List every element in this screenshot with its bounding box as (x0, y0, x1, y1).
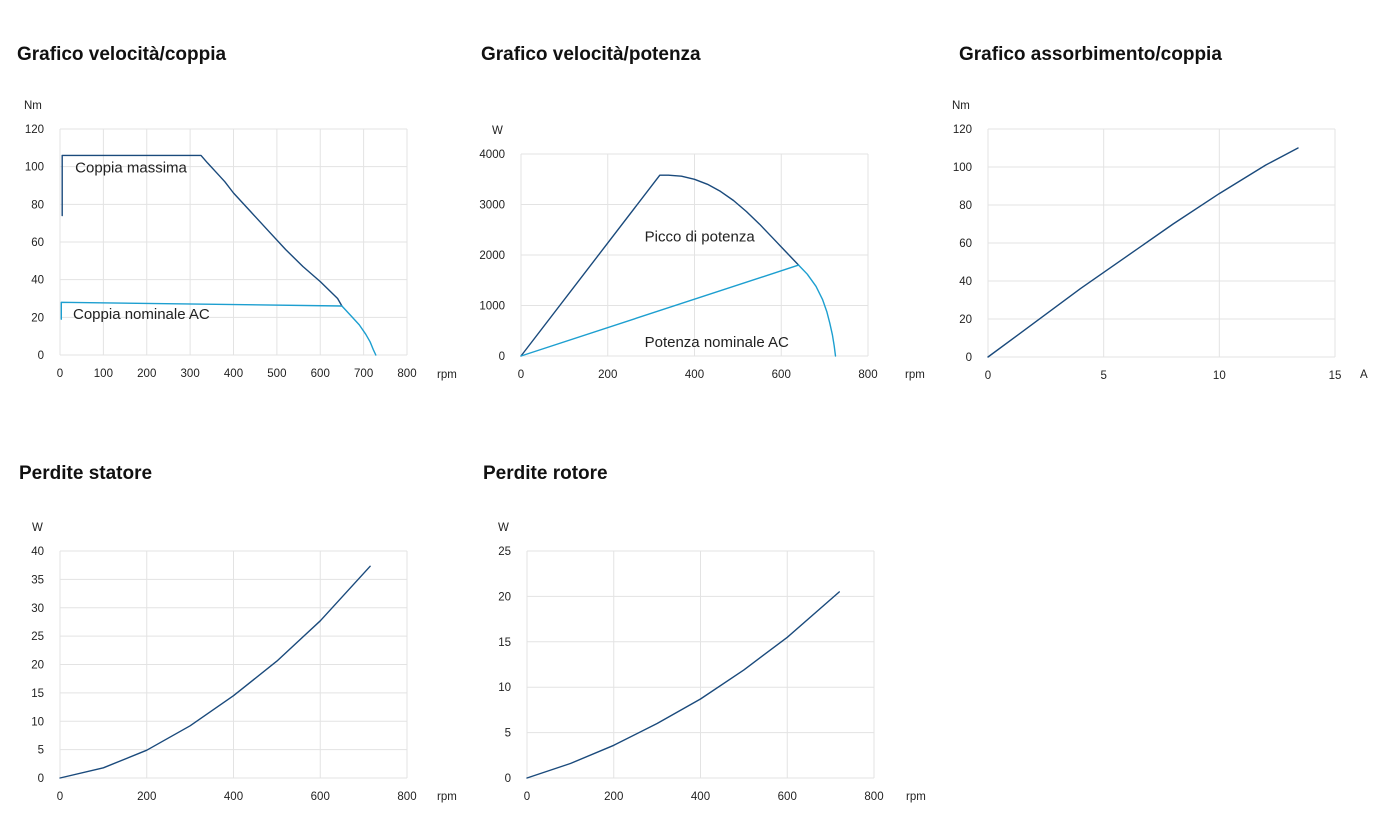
x-tick-label: 600 (311, 368, 330, 380)
y-tick-label: 3000 (479, 200, 505, 212)
annotation-coppia-massima: Coppia massima (75, 159, 187, 176)
y-tick-label: 25 (31, 631, 44, 643)
y-tick-label: 100 (25, 162, 44, 174)
y-tick-label: 15 (498, 637, 511, 649)
x-tick-label: 0 (57, 791, 63, 803)
x-tick-label: 0 (524, 791, 530, 803)
perdite-statore-grid (59, 550, 408, 779)
y-tick-label: 0 (38, 350, 44, 362)
y-tick-label: 0 (499, 351, 505, 363)
y-tick-label: 5 (38, 745, 44, 757)
grafico-assorbimento-coppia-grid (987, 128, 1336, 358)
y-axis-unit: W (498, 522, 509, 534)
y-tick-label: 2000 (479, 250, 505, 262)
x-tick-label: 0 (518, 369, 524, 381)
x-tick-label: 5 (1100, 370, 1106, 382)
x-tick-label: 400 (691, 791, 710, 803)
y-axis-unit: Nm (24, 100, 42, 112)
chart-velocita-coppia: 0 100 200 300 400 500 600 700 800 0 20 40 60 80 100 120… (24, 100, 457, 381)
y-tick-label: 35 (31, 574, 44, 586)
x-tick-label: 600 (772, 369, 791, 381)
y-tick-label: 0 (38, 773, 44, 785)
y-axis-unit: W (492, 125, 503, 137)
chart-title-velocita-coppia: Grafico velocità/coppia (17, 44, 227, 65)
x-tick-label: 100 (94, 368, 113, 380)
x-tick-label: 200 (137, 368, 156, 380)
y-tick-label: 0 (966, 352, 972, 364)
x-axis-unit: rpm (437, 369, 457, 381)
x-tick-label: 0 (985, 370, 991, 382)
series-line-1 (59, 565, 371, 779)
series-line-potenza-nominale-ac (520, 264, 837, 357)
x-tick-label: 300 (181, 368, 200, 380)
x-axis-unit: rpm (437, 791, 457, 803)
y-axis-unit: Nm (952, 100, 970, 112)
y-tick-label: 30 (31, 603, 44, 615)
y-tick-label: 20 (959, 314, 972, 326)
annotation-potenza-nominale-ac: Potenza nominale AC (645, 334, 789, 351)
chart-assorbimento-coppia: 0 5 10 15 0 20 40 60 80 100 120 Nm A (952, 100, 1368, 382)
series-line-1 (526, 591, 840, 779)
y-tick-label: 20 (31, 660, 44, 672)
x-tick-label: 800 (858, 369, 877, 381)
y-tick-label: 0 (505, 773, 511, 785)
y-tick-label: 20 (31, 312, 44, 324)
perdite-rotore-grid (526, 550, 875, 779)
x-tick-label: 200 (598, 369, 617, 381)
x-axis-unit: A (1360, 369, 1368, 381)
y-tick-label: 25 (498, 546, 511, 558)
series-line-coppia-massima (61, 154, 343, 307)
grafico-velocita-coppia-grid (59, 128, 408, 356)
y-axis-unit: W (32, 522, 43, 534)
y-tick-label: 1000 (479, 301, 505, 313)
y-tick-label: 4000 (479, 149, 505, 161)
y-tick-label: 40 (959, 276, 972, 288)
grafico-velocita-potenza-grid (520, 153, 869, 357)
y-tick-label: 120 (25, 124, 44, 136)
series-line-coppia-nominale-ac (60, 301, 377, 356)
y-tick-label: 10 (31, 716, 44, 728)
y-tick-label: 80 (959, 200, 972, 212)
y-tick-label: 15 (31, 688, 44, 700)
x-tick-label: 800 (397, 368, 416, 380)
x-tick-label: 800 (397, 791, 416, 803)
x-tick-label: 400 (224, 791, 243, 803)
y-tick-label: 120 (953, 124, 972, 136)
annotation-picco-di-potenza: Picco di potenza (645, 228, 756, 245)
x-tick-label: 0 (57, 368, 63, 380)
annotation-coppia-nominale-ac: Coppia nominale AC (73, 306, 210, 323)
x-tick-label: 600 (778, 791, 797, 803)
y-tick-label: 100 (953, 162, 972, 174)
y-tick-label: 20 (498, 591, 511, 603)
x-axis-unit: rpm (905, 369, 925, 381)
y-tick-label: 60 (31, 237, 44, 249)
y-tick-label: 5 (505, 728, 511, 740)
x-tick-label: 15 (1329, 370, 1342, 382)
x-tick-label: 200 (604, 791, 623, 803)
chart-title-perdite-statore: Perdite statore (19, 463, 153, 484)
y-tick-label: 40 (31, 275, 44, 287)
x-tick-label: 10 (1213, 370, 1226, 382)
chart-title-assorbimento-coppia: Grafico assorbimento/coppia (959, 44, 1222, 65)
x-tick-label: 400 (224, 368, 243, 380)
x-tick-label: 700 (354, 368, 373, 380)
x-axis-unit: rpm (906, 791, 926, 803)
chart-title-velocita-potenza: Grafico velocità/potenza (481, 44, 701, 65)
x-tick-label: 400 (685, 369, 704, 381)
y-tick-label: 80 (31, 199, 44, 211)
y-tick-label: 60 (959, 238, 972, 250)
series-line-picco-di-potenza (520, 174, 800, 357)
x-tick-label: 600 (311, 791, 330, 803)
x-tick-label: 500 (267, 368, 286, 380)
y-tick-label: 40 (31, 546, 44, 558)
chart-title-perdite-rotore: Perdite rotore (483, 463, 608, 484)
series-line-1 (987, 147, 1299, 358)
x-tick-label: 800 (864, 791, 883, 803)
y-tick-label: 10 (498, 682, 511, 694)
x-tick-label: 200 (137, 791, 156, 803)
